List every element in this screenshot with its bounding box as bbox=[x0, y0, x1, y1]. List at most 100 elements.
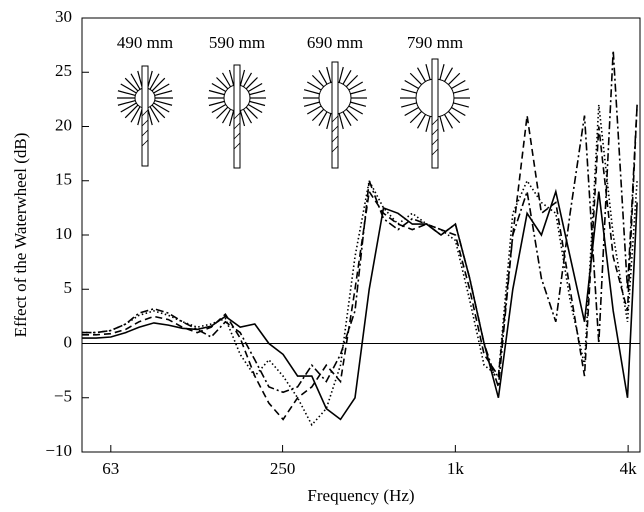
wheel-paddle bbox=[221, 72, 232, 88]
wheel-shaft bbox=[141, 65, 149, 167]
wheel-paddle bbox=[149, 73, 160, 90]
wheel-paddle bbox=[245, 106, 258, 119]
wheel-paddle bbox=[306, 81, 322, 91]
wheel-shaft bbox=[331, 61, 339, 169]
x-tick-label: 1k bbox=[447, 459, 465, 478]
wheel-paddle bbox=[348, 105, 364, 115]
wheel-paddle bbox=[211, 103, 227, 114]
wheel-paddle bbox=[345, 74, 359, 88]
legend-label: 790 mm bbox=[407, 33, 463, 52]
series-line bbox=[82, 188, 638, 421]
wheel-paddle bbox=[154, 90, 173, 96]
wheel-paddle bbox=[401, 102, 417, 108]
wheel-paddle bbox=[416, 114, 427, 129]
wheel-paddle bbox=[416, 67, 427, 82]
wheel-paddle bbox=[247, 82, 263, 93]
wheel-paddle bbox=[130, 73, 141, 90]
wheel-paddle bbox=[350, 101, 367, 107]
y-tick-label: −10 bbox=[45, 441, 72, 460]
wheel-shaft bbox=[431, 58, 439, 169]
wheel-paddle bbox=[451, 79, 466, 90]
wheel-paddle bbox=[249, 89, 266, 96]
wheel-paddle bbox=[451, 106, 466, 117]
series-line bbox=[82, 104, 638, 421]
wheel-paddle bbox=[326, 113, 332, 130]
wheel-paddle bbox=[153, 102, 170, 113]
y-tick-label: 30 bbox=[55, 7, 72, 26]
y-tick-label: 25 bbox=[55, 61, 72, 80]
wheel-paddle bbox=[345, 108, 359, 122]
wheel-paddle bbox=[149, 106, 160, 123]
wheel-paddle bbox=[239, 69, 246, 86]
wheel-paddle bbox=[216, 77, 229, 90]
wheel-paddle bbox=[154, 100, 173, 106]
wheel-paddle bbox=[404, 79, 419, 90]
wheel-paddle bbox=[208, 100, 225, 107]
wheel-paddle bbox=[211, 82, 227, 93]
wheel-paddle bbox=[242, 72, 253, 88]
wheel-paddle bbox=[401, 88, 417, 94]
legend-label: 690 mm bbox=[307, 33, 363, 52]
wheel-paddle bbox=[326, 66, 332, 83]
x-tick-label: 63 bbox=[102, 459, 119, 478]
wheel-paddle bbox=[303, 89, 320, 95]
wheel-paddle bbox=[453, 88, 469, 94]
wheel-paddle bbox=[338, 66, 344, 83]
wheel-paddle bbox=[318, 69, 328, 85]
wheel-paddle bbox=[306, 105, 322, 115]
wheel-paddle bbox=[249, 100, 266, 107]
wheel-paddle bbox=[242, 108, 253, 124]
wheel-paddle bbox=[247, 103, 263, 114]
wheel-paddle bbox=[239, 110, 246, 127]
x-axis-label: Frequency (Hz) bbox=[307, 486, 414, 505]
y-tick-label: −5 bbox=[54, 387, 72, 406]
wheel-paddle bbox=[245, 77, 258, 90]
wheel-shaft-hatch bbox=[431, 118, 439, 156]
wheel-paddle bbox=[124, 77, 139, 92]
y-tick-label: 10 bbox=[55, 224, 72, 243]
wheel-paddle bbox=[124, 104, 139, 119]
wheel-paddle bbox=[348, 81, 364, 91]
wheel-shaft-hatch bbox=[331, 115, 339, 153]
series-line bbox=[82, 50, 638, 394]
wheel-paddle bbox=[311, 74, 325, 88]
wheel-paddle bbox=[153, 83, 170, 94]
wheel-paddle bbox=[443, 114, 454, 129]
wheel-paddle bbox=[221, 108, 232, 124]
wheel-paddle bbox=[439, 64, 445, 80]
wheel-paddle bbox=[120, 102, 137, 113]
wheel-paddle bbox=[318, 111, 328, 127]
wheel-paddle bbox=[404, 106, 419, 117]
wheel-paddle bbox=[350, 89, 367, 95]
wheel-paddle bbox=[342, 111, 352, 127]
y-axis-label: Effect of the Waterwheel (dB) bbox=[11, 133, 30, 338]
x-tick-label: 250 bbox=[270, 459, 296, 478]
wheel-paddle bbox=[130, 106, 141, 123]
wheel-paddle bbox=[303, 101, 320, 107]
wheel-paddle bbox=[228, 110, 235, 127]
y-tick-label: 0 bbox=[64, 332, 73, 351]
wheel-paddle bbox=[151, 104, 166, 119]
wheel-paddle bbox=[409, 72, 422, 85]
wheel-paddle bbox=[216, 106, 229, 119]
wheel-paddle bbox=[338, 113, 344, 130]
wheel-paddle bbox=[117, 100, 136, 106]
wheel-paddle bbox=[453, 102, 469, 108]
y-tick-label: 15 bbox=[55, 170, 72, 189]
wheel-paddle bbox=[228, 69, 235, 86]
legend-label: 490 mm bbox=[117, 33, 173, 52]
y-tick-label: 20 bbox=[55, 115, 72, 134]
wheel-paddle bbox=[448, 72, 461, 85]
wheel-paddle bbox=[208, 89, 225, 96]
series-line bbox=[82, 104, 638, 427]
wheel-paddle bbox=[409, 111, 422, 124]
wheel-shaft-hatch bbox=[141, 109, 149, 147]
x-tick-label: 4k bbox=[620, 459, 638, 478]
y-tick-label: 5 bbox=[64, 278, 73, 297]
legend-label: 590 mm bbox=[209, 33, 265, 52]
wheel-paddle bbox=[448, 111, 461, 124]
wheel-paddle bbox=[117, 90, 136, 96]
wheel-shaft-hatch bbox=[233, 112, 241, 150]
wheel-paddle bbox=[443, 67, 454, 82]
